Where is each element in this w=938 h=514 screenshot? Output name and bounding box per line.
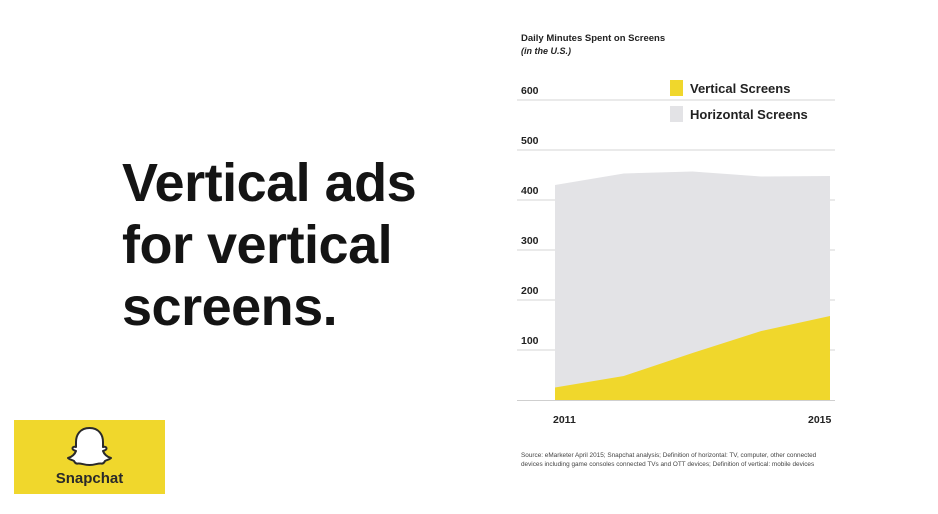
- legend-label-horizontal: Horizontal Screens: [690, 107, 808, 122]
- headline-line-3: screens.: [122, 277, 338, 337]
- headline: Vertical ads for vertical screens.: [122, 152, 502, 338]
- y-tick-label: 600: [521, 85, 539, 97]
- chart-title: Daily Minutes Spent on Screens: [521, 33, 666, 44]
- area-vertical-screens: [555, 316, 830, 400]
- snapchat-logo: Snapchat: [14, 420, 165, 494]
- headline-line-2: for vertical: [122, 215, 393, 275]
- y-tick-label: 500: [521, 135, 539, 147]
- logo-label: Snapchat: [55, 470, 124, 487]
- y-tick-label: 200: [521, 285, 539, 297]
- y-tick-label: 400: [521, 185, 539, 197]
- y-tick-label: 100: [521, 335, 539, 347]
- source-note: Source: eMarketer April 2015; Snapchat a…: [521, 452, 817, 468]
- legend-swatch-vertical: [670, 80, 683, 96]
- y-tick-label: 300: [521, 235, 539, 247]
- x-tick-label: 2015: [808, 414, 832, 426]
- x-tick-label: 2011: [553, 414, 576, 426]
- ghost-icon: [67, 427, 112, 466]
- headline-line-1: Vertical ads: [122, 153, 417, 213]
- legend-label-vertical: Vertical Screens: [690, 81, 791, 96]
- chart-subtitle: (in the U.S.): [521, 46, 571, 56]
- legend-swatch-horizontal: [670, 106, 683, 122]
